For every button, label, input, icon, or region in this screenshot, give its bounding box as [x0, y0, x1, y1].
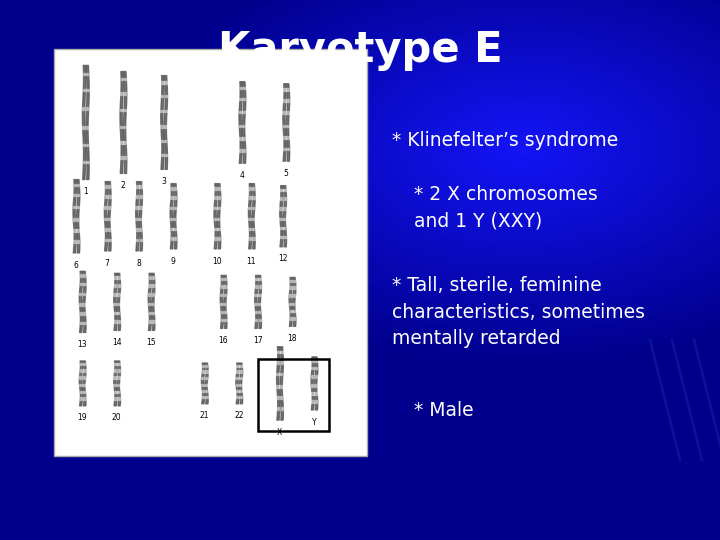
Text: 15: 15: [146, 338, 156, 347]
Text: * Klinefelter’s syndrome: * Klinefelter’s syndrome: [392, 131, 618, 150]
Text: 12: 12: [278, 254, 287, 264]
Text: 10: 10: [212, 256, 222, 266]
Text: 6: 6: [73, 261, 78, 269]
Text: 16: 16: [218, 336, 228, 345]
Text: 3: 3: [161, 177, 166, 186]
Text: * Male: * Male: [402, 401, 474, 420]
Text: Y: Y: [312, 417, 316, 427]
Text: 1: 1: [83, 187, 88, 196]
Text: 19: 19: [77, 414, 87, 422]
Text: 5: 5: [284, 169, 288, 178]
Text: 14: 14: [112, 338, 122, 347]
Text: 11: 11: [246, 256, 256, 266]
Text: X: X: [277, 428, 282, 437]
Text: 21: 21: [199, 411, 209, 421]
Text: 20: 20: [112, 414, 122, 422]
Text: 8: 8: [136, 259, 141, 267]
Text: 17: 17: [253, 336, 262, 345]
Text: 13: 13: [77, 340, 87, 349]
Text: 7: 7: [105, 259, 109, 267]
Text: Karyotype E: Karyotype E: [217, 29, 503, 71]
Bar: [54, 49, 367, 456]
Text: 2: 2: [120, 181, 125, 190]
Text: 4: 4: [240, 171, 244, 180]
Text: * 2 X chromosomes
  and 1 Y (XXY): * 2 X chromosomes and 1 Y (XXY): [402, 185, 598, 231]
Text: 22: 22: [234, 411, 243, 421]
Text: 9: 9: [171, 256, 176, 266]
Text: 18: 18: [287, 334, 297, 343]
Text: * Tall, sterile, feminine
characteristics, sometimes
mentally retarded: * Tall, sterile, feminine characteristic…: [392, 276, 645, 348]
